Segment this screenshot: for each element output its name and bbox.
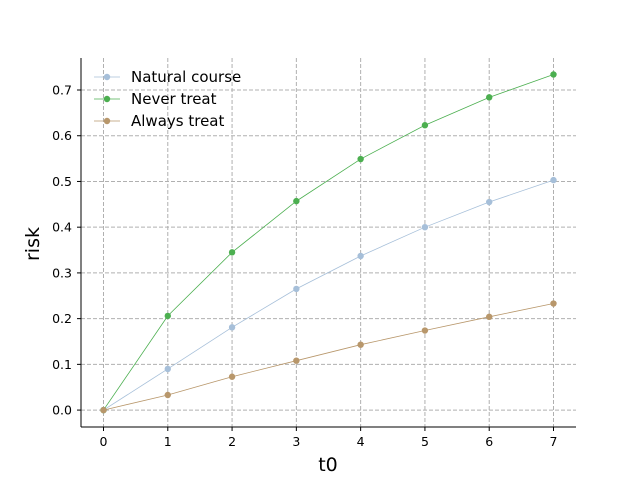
data-point xyxy=(164,391,171,399)
data-point xyxy=(550,300,557,307)
series-never-treat xyxy=(100,71,557,414)
legend-label: Always treat xyxy=(131,112,224,130)
series-line xyxy=(103,179,554,411)
data-point xyxy=(164,312,171,320)
legend-marker xyxy=(103,95,111,103)
legend-label: Natural course xyxy=(131,68,241,86)
x-tick-label: 3 xyxy=(292,434,300,449)
x-tick-label: 0 xyxy=(100,434,108,449)
legend-entry: Natural course xyxy=(94,68,241,86)
data-point xyxy=(486,198,493,206)
data-point xyxy=(486,313,493,321)
x-tick-label: 5 xyxy=(421,434,429,449)
data-point xyxy=(228,373,236,380)
axes xyxy=(77,58,576,431)
y-tick-label: 0.6 xyxy=(52,128,72,143)
data-point xyxy=(357,252,364,260)
data-point xyxy=(228,324,236,331)
data-point xyxy=(293,285,300,293)
grid xyxy=(81,58,576,427)
y-tick-label: 0.7 xyxy=(52,83,72,98)
x-axis-label: t0 xyxy=(318,454,338,476)
data-point xyxy=(100,406,107,414)
x-tick-label: 2 xyxy=(228,434,236,449)
y-tick-label: 0.0 xyxy=(52,403,72,418)
data-point xyxy=(357,155,364,163)
legend-label: Never treat xyxy=(131,90,217,108)
data-point xyxy=(357,341,364,348)
x-tick-label: 7 xyxy=(550,434,558,449)
x-tick-label: 6 xyxy=(485,434,493,449)
data-point xyxy=(421,223,429,231)
y-tick-label: 0.4 xyxy=(52,220,72,235)
tick-labels: 0 1 2 3 4 5 6 7 0.0 0.1 0.2 0.3 0.4 0.5 0.6 0.7 xyxy=(52,83,557,449)
y-axis-label: risk xyxy=(22,227,44,261)
series-group xyxy=(100,71,557,414)
data-point xyxy=(550,71,557,78)
y-tick-label: 0.3 xyxy=(52,265,72,280)
legend: Natural course Never treat Always treat xyxy=(94,68,241,130)
x-tick-label: 1 xyxy=(164,434,172,449)
data-point xyxy=(421,327,429,334)
series-line xyxy=(103,303,554,411)
data-point xyxy=(293,357,300,364)
x-tick-label: 4 xyxy=(357,434,365,449)
legend-marker xyxy=(103,117,111,125)
data-point xyxy=(550,176,557,184)
legend-entry: Always treat xyxy=(94,112,224,130)
series-line xyxy=(103,74,554,411)
y-tick-label: 0.5 xyxy=(52,174,72,189)
data-point xyxy=(421,122,429,129)
data-point xyxy=(164,365,171,373)
y-tick-label: 0.1 xyxy=(52,357,72,372)
legend-marker xyxy=(103,73,111,81)
series-always-treat xyxy=(100,300,557,414)
data-point xyxy=(293,197,300,205)
legend-entry: Never treat xyxy=(94,90,217,108)
data-point xyxy=(228,249,236,256)
data-point xyxy=(486,94,493,101)
series-natural-course xyxy=(100,176,557,414)
y-tick-label: 0.2 xyxy=(52,311,72,326)
